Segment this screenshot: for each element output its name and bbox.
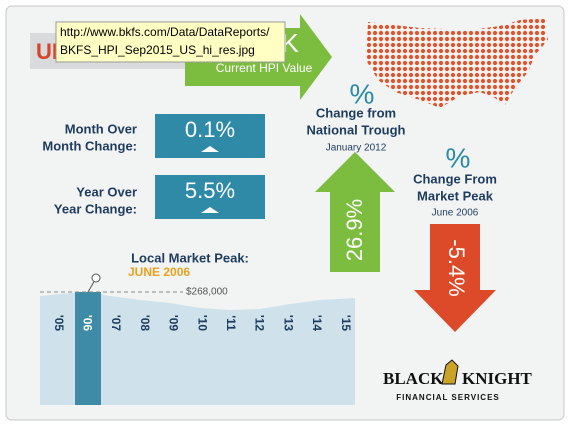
tooltip <box>55 21 286 63</box>
month-label: Month Change: <box>42 138 137 153</box>
year-label: '08 <box>138 315 152 332</box>
year-label: '11 <box>224 315 238 331</box>
trough-symbol: % <box>350 78 375 109</box>
trough-arrow <box>315 152 395 272</box>
peak-label: Change From <box>413 171 497 186</box>
trough-value: 26.9% <box>342 199 367 261</box>
local-peak-date: JUNE 2006 <box>128 265 190 279</box>
peak-label: Market Peak <box>417 188 494 203</box>
logo-word: KNIGHT <box>462 369 533 388</box>
year-label: '06 <box>81 315 95 332</box>
trough-date: January 2012 <box>326 143 387 154</box>
year-label: '10 <box>195 315 209 332</box>
tooltip-line: BKFS_HPI_Sep2015_US_hi_res.jpg <box>60 43 255 57</box>
trough-label: Change from <box>316 105 396 120</box>
peak-bar <box>75 292 101 405</box>
callout-line <box>87 279 96 293</box>
month-value: 0.1% <box>185 117 235 142</box>
year-label: '09 <box>167 315 181 332</box>
year-label: '12 <box>253 315 267 332</box>
up-indicator <box>201 207 219 213</box>
up-indicator <box>201 146 219 152</box>
hpi-label: Current HPI Value <box>216 61 313 75</box>
peak-symbol: % <box>446 142 471 173</box>
us-map <box>366 18 548 108</box>
year-label: '13 <box>281 315 295 332</box>
year-label: Year Over <box>76 184 137 199</box>
year-label: '14 <box>310 315 324 332</box>
month-label: Month Over <box>65 121 137 136</box>
year-label: Year Change: <box>54 201 137 216</box>
logo-subtitle: FINANCIAL SERVICES <box>396 393 500 402</box>
callout-dot <box>91 273 101 283</box>
year-label: '05 <box>52 315 66 332</box>
logo-knight <box>441 359 459 385</box>
local-peak-label: Local Market Peak: <box>131 250 249 265</box>
logo-word: BLACK <box>383 369 444 388</box>
peak-price: $268,000 <box>186 287 228 298</box>
tooltip-line: http://www.bkfs.com/Data/DataReports/ <box>60 25 270 39</box>
year-labels: '05 '06 '07 '08 '09 '10 '11 '12 '13 '14 '15 <box>52 315 353 332</box>
peak-arrow <box>414 224 496 332</box>
peak-value: -5.4% <box>444 239 469 296</box>
year-label: '07 <box>109 315 123 332</box>
year-value: 5.5% <box>185 178 235 203</box>
year-label: '15 <box>339 315 353 332</box>
trough-label: National Trough <box>307 122 406 137</box>
price-area <box>40 292 355 405</box>
peak-date: June 2006 <box>432 208 479 219</box>
